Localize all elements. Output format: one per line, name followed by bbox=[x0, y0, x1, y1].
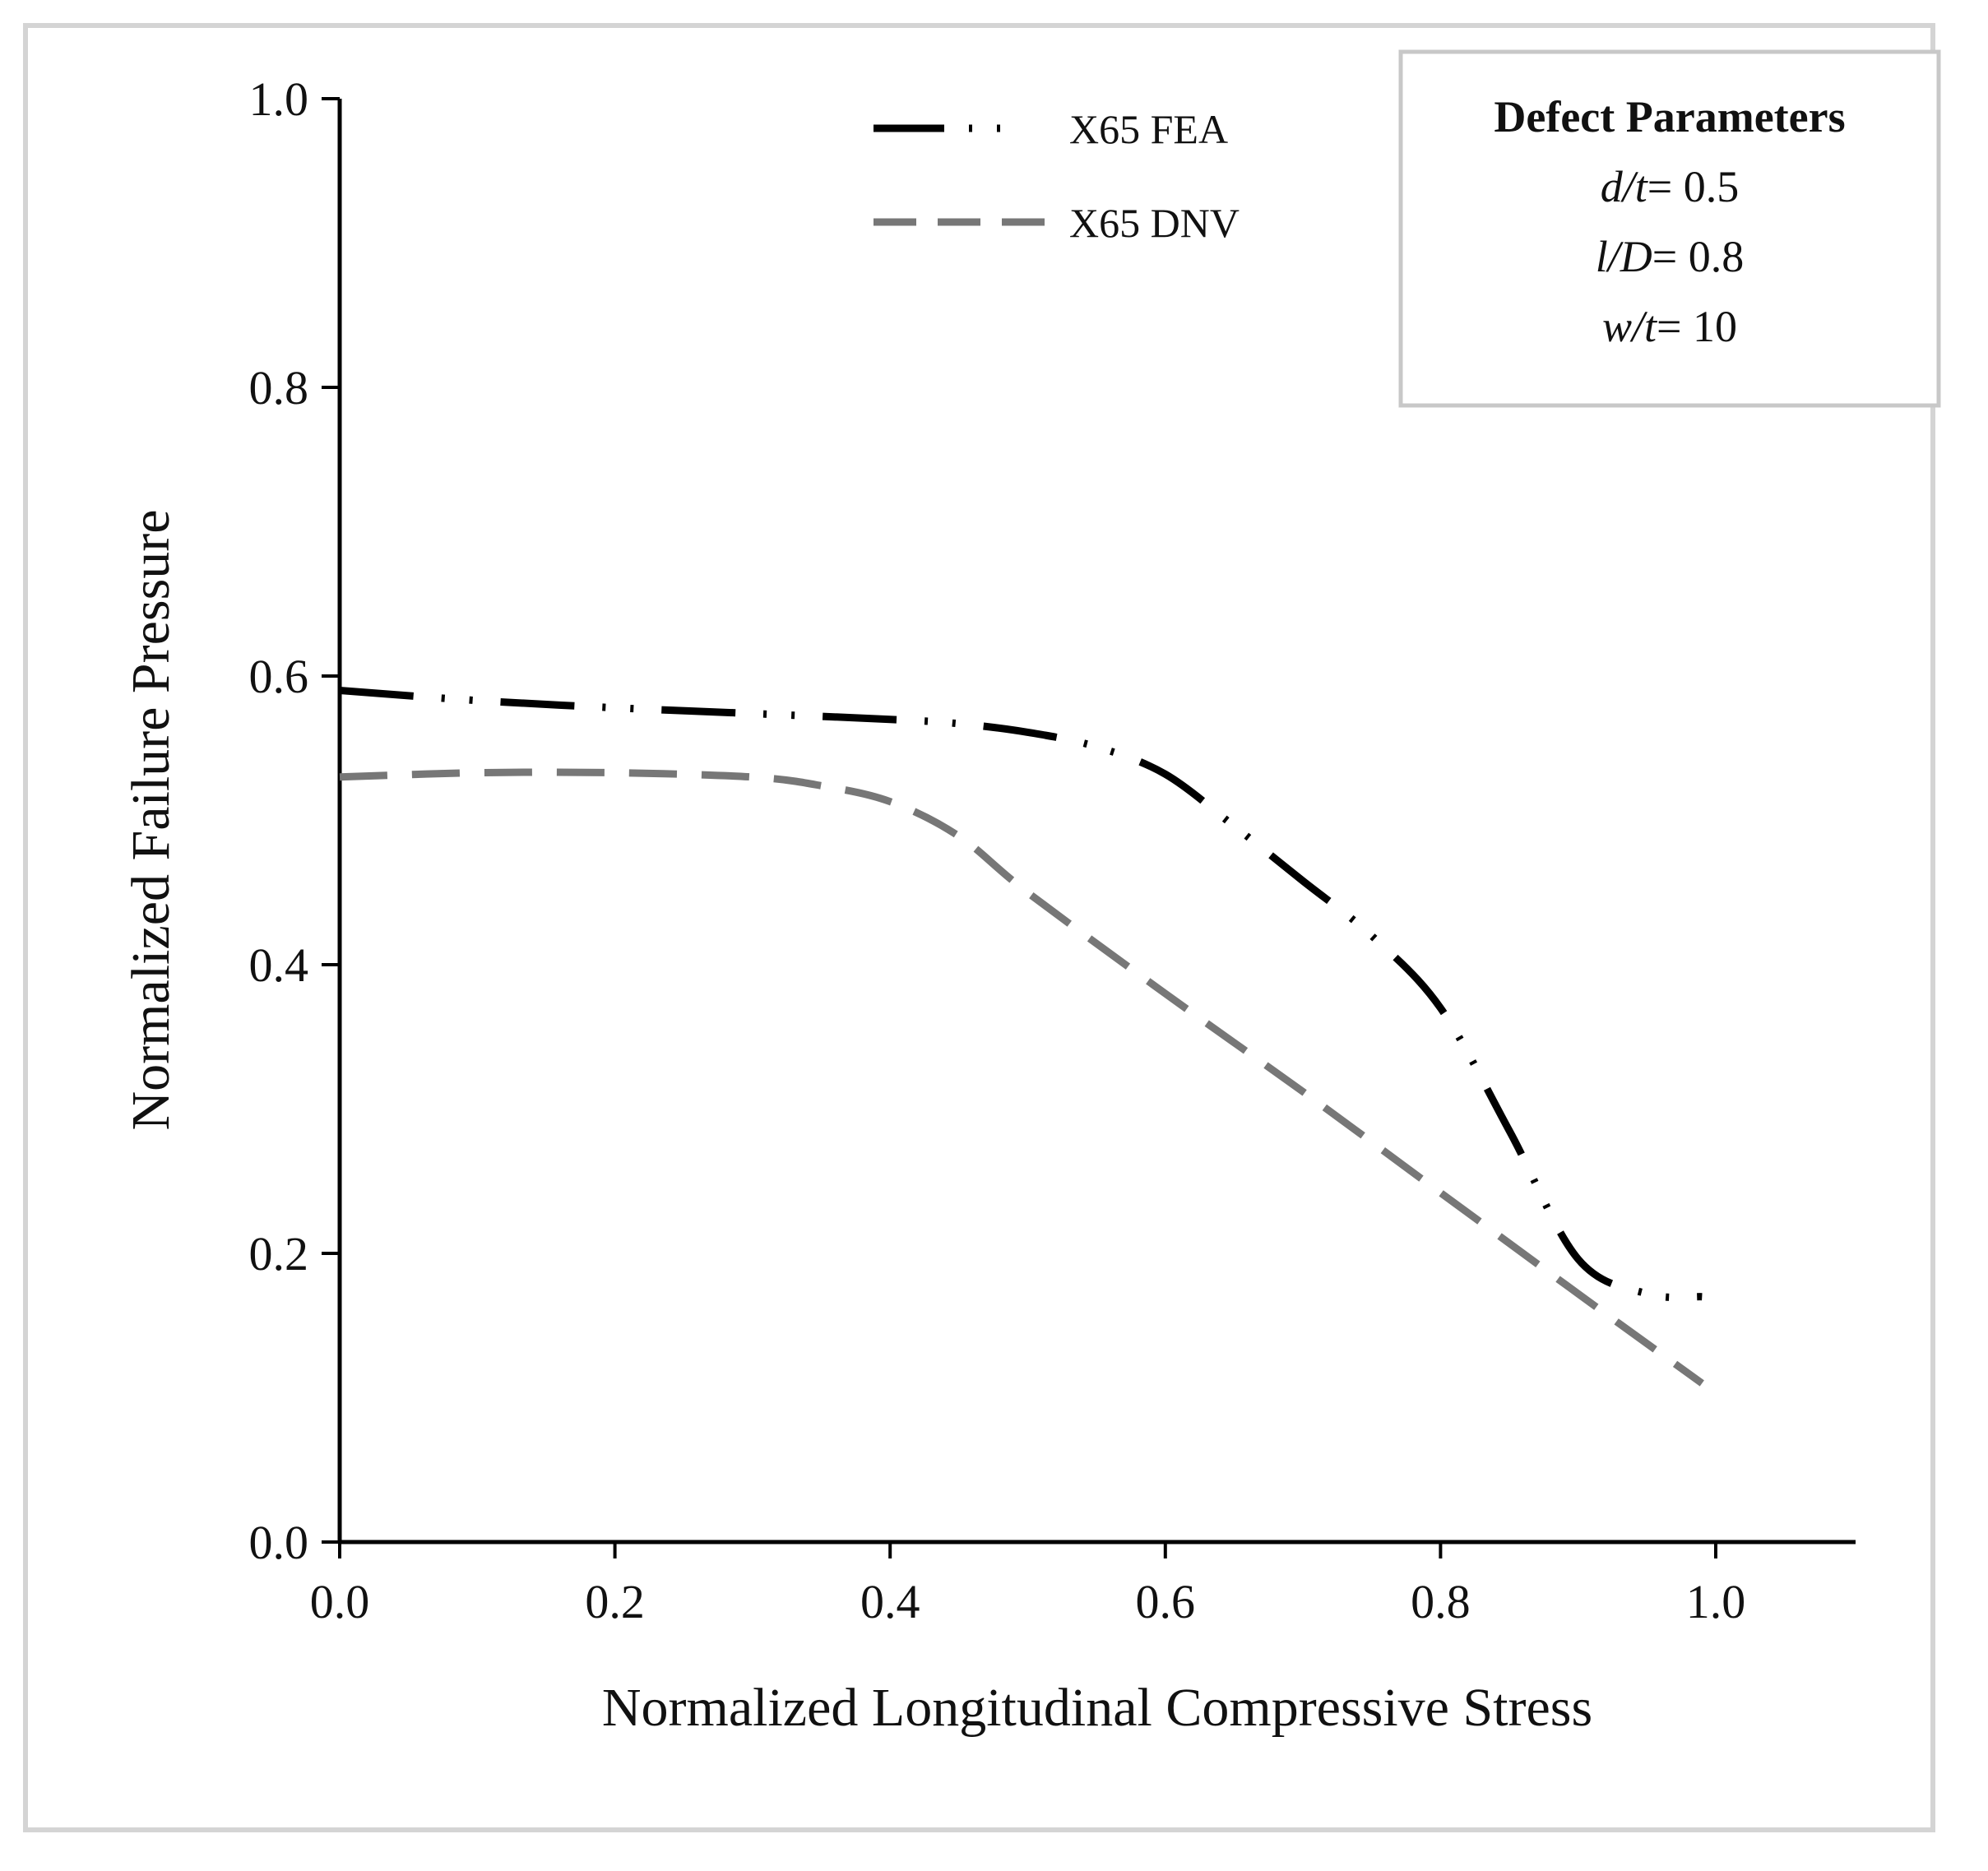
y-tick-label: 0.0 bbox=[249, 1516, 309, 1569]
parameter-l-over-d-symbol: l/D bbox=[1596, 232, 1652, 281]
series-line-x65-fea bbox=[339, 687, 1703, 1302]
series-line-x65-dnv bbox=[339, 768, 1704, 1387]
parameter-l-over-d: l/D= 0.8 bbox=[1596, 232, 1744, 281]
y-tick-label: 0.6 bbox=[249, 650, 309, 703]
y-ticks: 0.0 0.2 0.4 0.6 0.8 1.0 bbox=[249, 72, 340, 1569]
x-tick-label: 0.4 bbox=[860, 1575, 920, 1628]
legend-label-x65-dnv: X65 DNV bbox=[1069, 200, 1240, 246]
x-ticks: 0.0 0.2 0.4 0.6 0.8 1.0 bbox=[310, 1542, 1746, 1628]
x-tick-label: 0.8 bbox=[1411, 1575, 1471, 1628]
y-axis-title: Normalized Failure Pressure bbox=[121, 509, 181, 1130]
parameter-d-over-t-value: = 0.5 bbox=[1647, 162, 1739, 211]
legend-label-x65-fea: X65 FEA bbox=[1069, 106, 1228, 152]
x-tick-label: 0.2 bbox=[585, 1575, 645, 1628]
parameter-w-over-t: w/t= 10 bbox=[1602, 302, 1737, 351]
y-tick-label: 0.2 bbox=[249, 1227, 309, 1281]
axes bbox=[337, 99, 1856, 1545]
x-axis-title: Normalized Longitudinal Compressive Stre… bbox=[602, 1678, 1592, 1738]
parameter-d-over-t-symbol: d/t bbox=[1601, 162, 1649, 211]
y-tick-label: 0.8 bbox=[249, 361, 309, 414]
defect-parameters-border bbox=[1398, 49, 1941, 408]
parameter-w-over-t-value: = 10 bbox=[1657, 302, 1737, 351]
x-tick-label: 0.0 bbox=[310, 1575, 370, 1628]
parameter-l-over-d-value: = 0.8 bbox=[1652, 232, 1744, 281]
y-tick-label: 0.4 bbox=[249, 938, 309, 992]
defect-parameters-title: Defect Parameters bbox=[1494, 92, 1845, 141]
x-tick-label: 1.0 bbox=[1686, 1575, 1746, 1628]
parameter-w-over-t-symbol: w/t bbox=[1602, 302, 1658, 351]
parameter-d-over-t: d/t= 0.5 bbox=[1601, 162, 1739, 211]
y-tick-label: 1.0 bbox=[249, 72, 309, 126]
defect-parameters-box: Defect Parameters d/t= 0.5 l/D= 0.8 w/t=… bbox=[1398, 49, 1941, 408]
legend: X65 FEA X65 DNV bbox=[874, 106, 1240, 246]
x-tick-label: 0.6 bbox=[1136, 1575, 1196, 1628]
